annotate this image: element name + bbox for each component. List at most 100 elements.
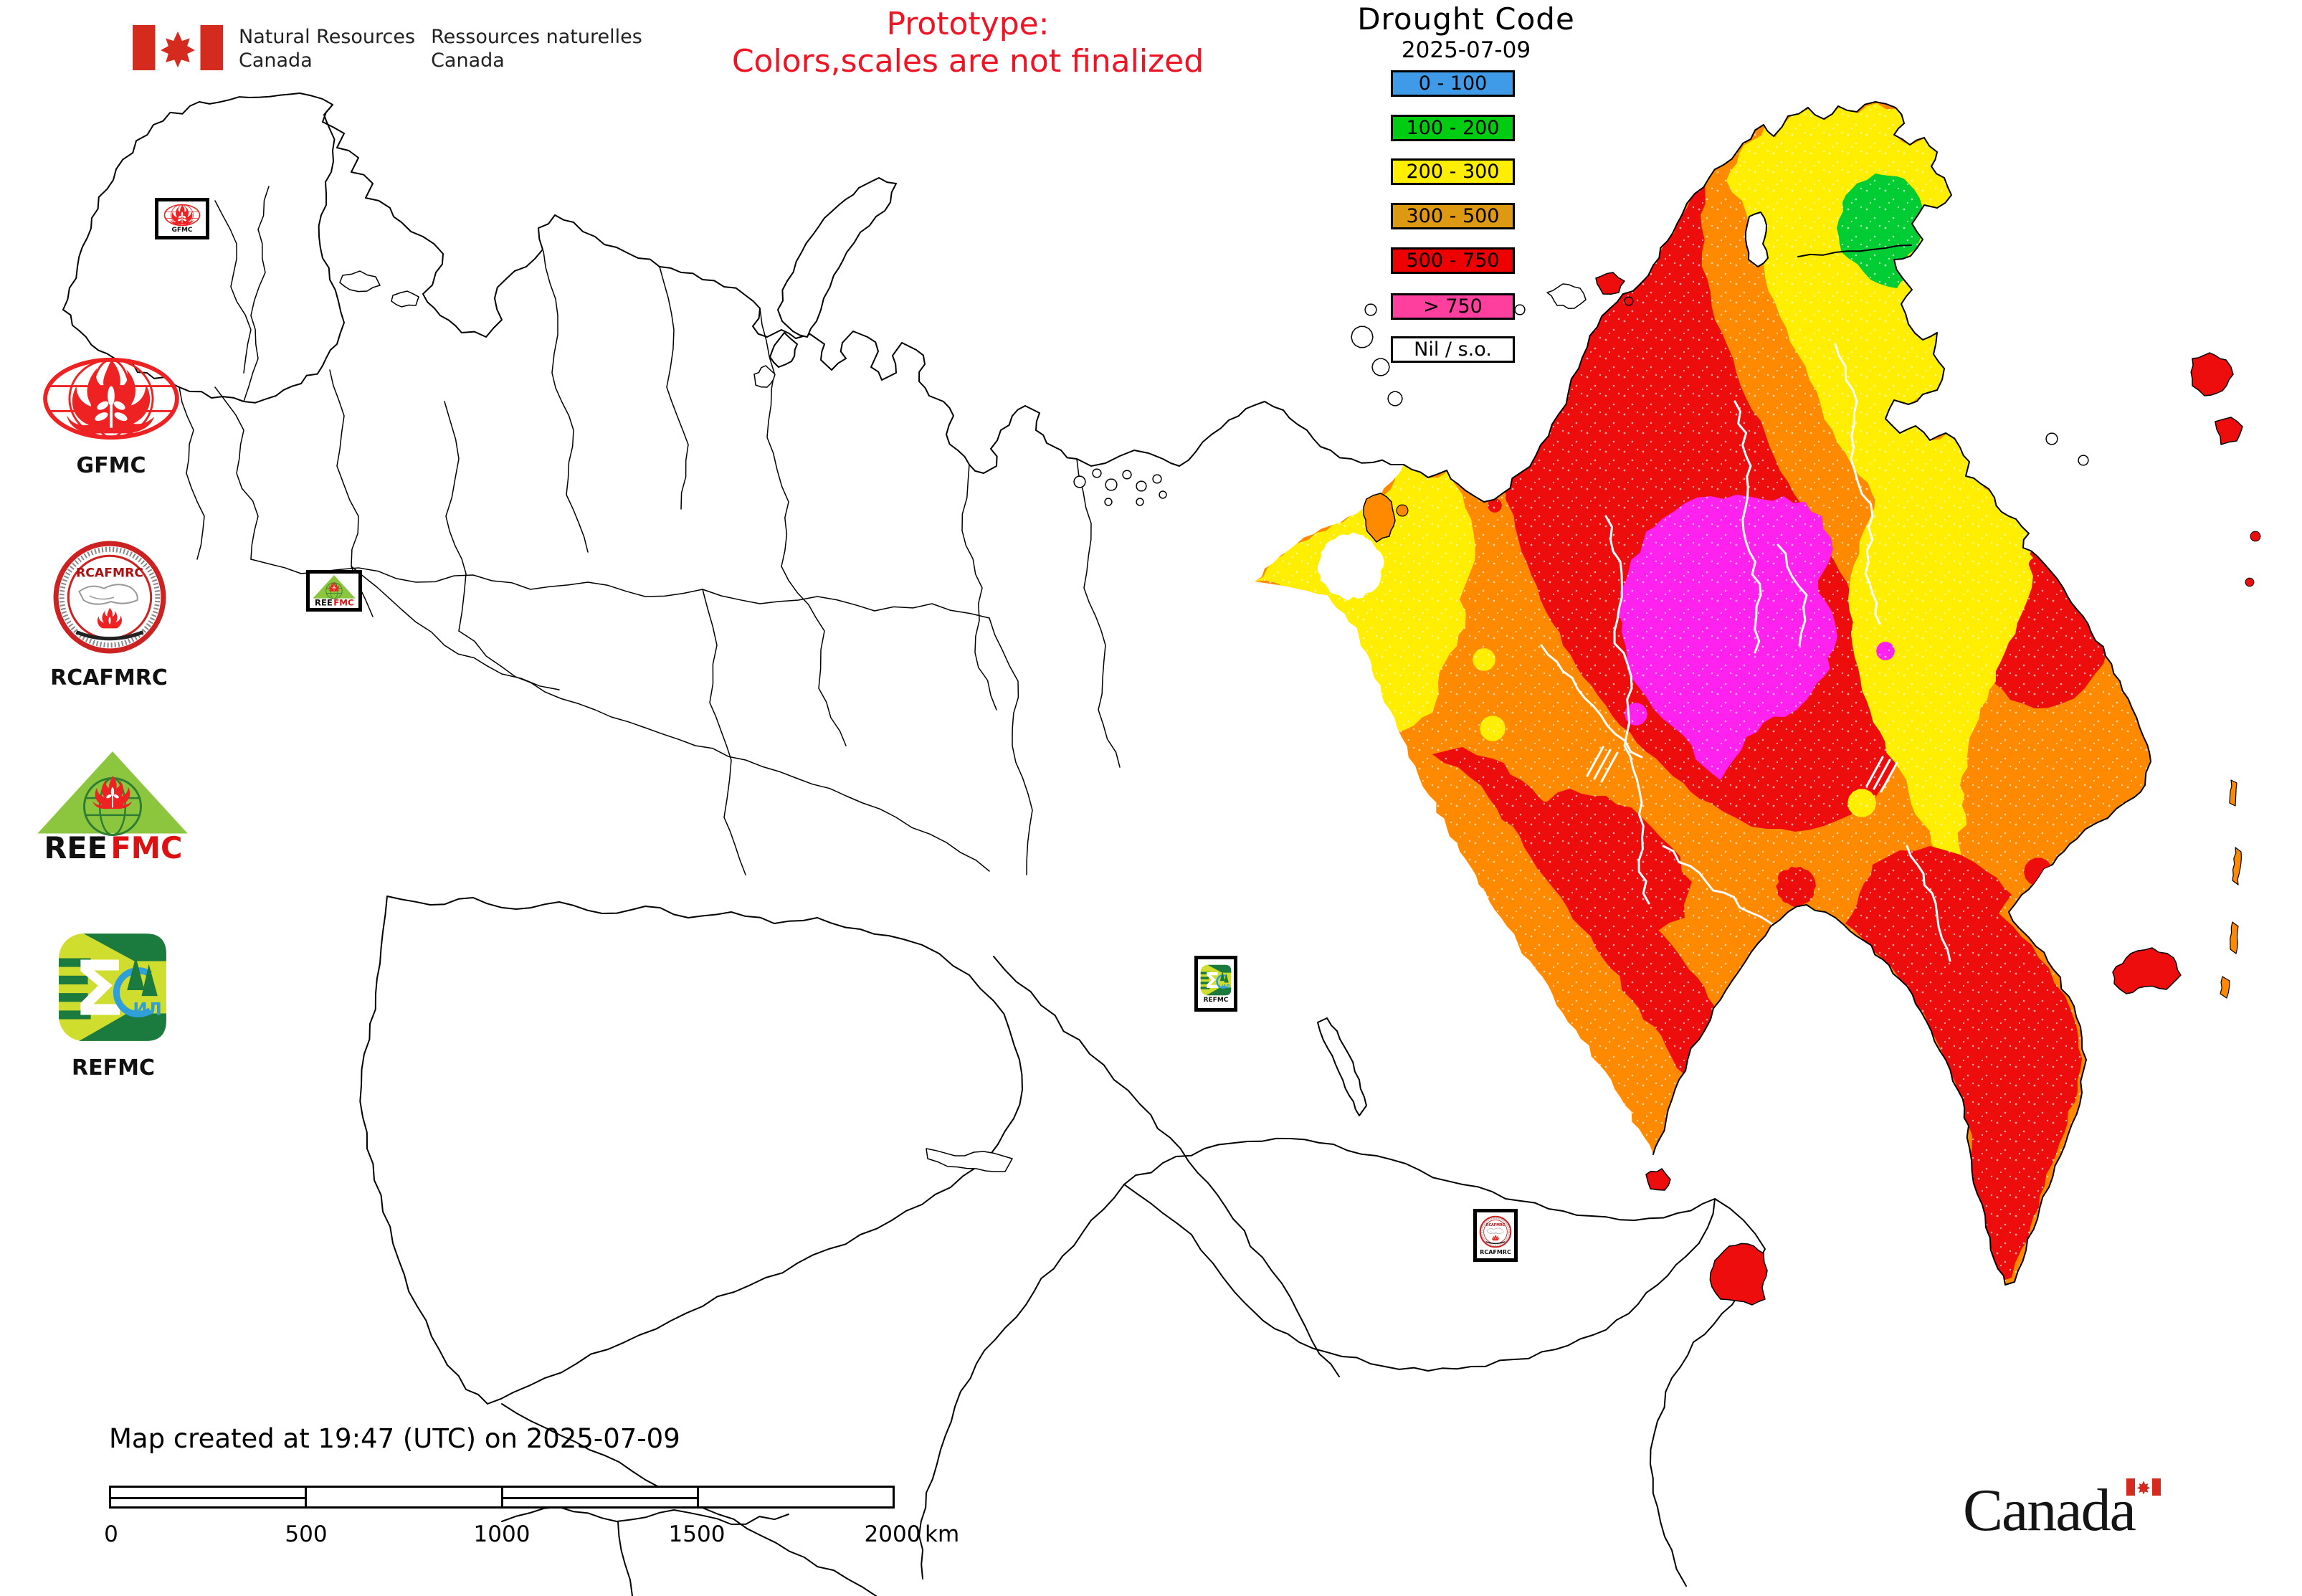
kuril-island [2230, 921, 2239, 954]
severnaya-zemlya-island [1364, 303, 1377, 316]
admin-border [961, 464, 997, 711]
map-marker-refmc: REFMC [1194, 956, 1237, 1012]
scale-tick-1500: 1500 [668, 1521, 726, 1547]
country-border [918, 1184, 1125, 1580]
nrcan-french: Ressources naturelles Canada [431, 26, 642, 72]
new-siberian-island [1546, 283, 1587, 310]
drought-yellow-spot [1782, 944, 1803, 966]
coastline-east [1403, 101, 2151, 1286]
franz-josef-island [1104, 498, 1113, 506]
scale-tick-500: 500 [285, 1521, 328, 1547]
legend-item-200-300: 200 - 300 [1391, 158, 1515, 185]
severnaya-zemlya-island [1387, 391, 1403, 407]
map-marker-reefmc [306, 570, 362, 612]
admin-border [543, 250, 589, 553]
mongolia-border [1123, 1137, 1716, 1372]
map-marker-rcafmrc: RCAFMRC [1473, 1209, 1518, 1262]
admin-border [1076, 458, 1121, 768]
legend-item-750plus: > 750 [1391, 293, 1515, 320]
scale-tick-0: 0 [104, 1521, 118, 1547]
franz-josef-island [1073, 475, 1086, 488]
bering-islet-red [2250, 531, 2261, 542]
canada-wordmark-flag-icon [2126, 1478, 2161, 1496]
gfmc-label: GFMC [76, 453, 146, 478]
lake-balkhash [926, 1148, 1013, 1172]
drought-red-spot [2024, 858, 2053, 886]
anadyr-islet [2045, 432, 2058, 445]
anadyr-islet [2078, 455, 2089, 466]
hatch-mark [1768, 1025, 1789, 1061]
franz-josef-island [1105, 478, 1118, 491]
novaya-zemlya-south [769, 332, 798, 368]
legend-item-0-100: 0 - 100 [1391, 70, 1515, 97]
reefmc-logo [34, 749, 191, 868]
admin-border [702, 589, 990, 619]
new-siberian-islet-red [1624, 296, 1634, 306]
admin-border [214, 200, 252, 374]
franz-josef-island [1092, 468, 1102, 478]
kuril-island [2229, 779, 2237, 807]
country-border [617, 1521, 633, 1596]
scale-tick-1000: 1000 [473, 1521, 531, 1547]
drought-yellow-spot [1809, 1042, 1820, 1054]
new-siberian-islet [1514, 304, 1526, 315]
arctic-island [1745, 212, 1769, 267]
hatch-mark [1792, 1034, 1813, 1070]
admin-border [214, 386, 259, 560]
kuril-island [2220, 976, 2230, 999]
hatch-mark [1776, 1028, 1797, 1064]
drought-green-koryak [1989, 427, 2034, 499]
admin-border-chukotka [1797, 244, 1912, 257]
novaya-zemlya [777, 177, 897, 338]
vaygach-island [753, 365, 776, 388]
prototype-warning: Prototype: Colors,scales are not finaliz… [731, 6, 1204, 80]
legend-item-100-200: 100 - 200 [1391, 115, 1515, 141]
taymyr-orange-islet [1396, 504, 1409, 517]
severnaya-zemlya-island [1371, 358, 1390, 376]
admin-border [659, 266, 689, 510]
franz-josef-island [1136, 480, 1147, 492]
drought-red-spot [1894, 1010, 1908, 1024]
admin-border [351, 566, 560, 690]
lake-onega [391, 290, 419, 308]
kazakhstan-border [359, 896, 1023, 1405]
hatch-mark [1784, 1031, 1805, 1067]
country-border [501, 1506, 789, 1525]
bering-island-red [2190, 352, 2234, 396]
taymyr-orange-islet [1363, 493, 1396, 543]
admin-border [702, 589, 746, 875]
legend-item-500-750: 500 - 750 [1391, 247, 1515, 274]
nrcan-english: Natural Resources Canada [239, 26, 416, 72]
franz-josef-island [1136, 498, 1144, 506]
franz-josef-island [1122, 470, 1132, 480]
drought-yellow-spot [1729, 1062, 1739, 1072]
admin-border [458, 630, 990, 872]
coastline-north-west [62, 92, 1404, 474]
canada-wordmark: Canada [1963, 1476, 2135, 1545]
scale-bar [109, 1486, 895, 1509]
refmc-label: REFMC [72, 1055, 155, 1080]
severnaya-zemlya-island [1351, 326, 1374, 348]
map-created-text: Map created at 19:47 (UTC) on 2025-07-09 [109, 1423, 680, 1454]
scale-unit: km [925, 1521, 960, 1547]
legend-date: 2025-07-09 [1401, 37, 1531, 63]
legend-title: Drought Code [1357, 1, 1575, 37]
lake-ladoga [339, 270, 381, 293]
map-marker-gfmc: GFMC [155, 198, 209, 239]
admin-border [759, 308, 789, 567]
canada-flag-icon [133, 25, 223, 70]
franz-josef-island [1152, 474, 1162, 484]
gfmc-logo [42, 356, 181, 445]
kuril-island [2232, 847, 2242, 885]
nrcan-signature: Natural Resources Canada Ressources natur… [133, 25, 642, 72]
scale-tick-2000: 2000 [864, 1521, 921, 1547]
admin-border [444, 401, 467, 632]
karaginsky-island-red [2112, 947, 2182, 994]
admin-border [989, 617, 1033, 875]
sakhalin-north-red [1709, 1243, 1768, 1306]
bering-islet-red [2245, 577, 2255, 587]
rcafmrc-label: RCAFMRC [50, 665, 168, 690]
country-border [993, 956, 1340, 1377]
